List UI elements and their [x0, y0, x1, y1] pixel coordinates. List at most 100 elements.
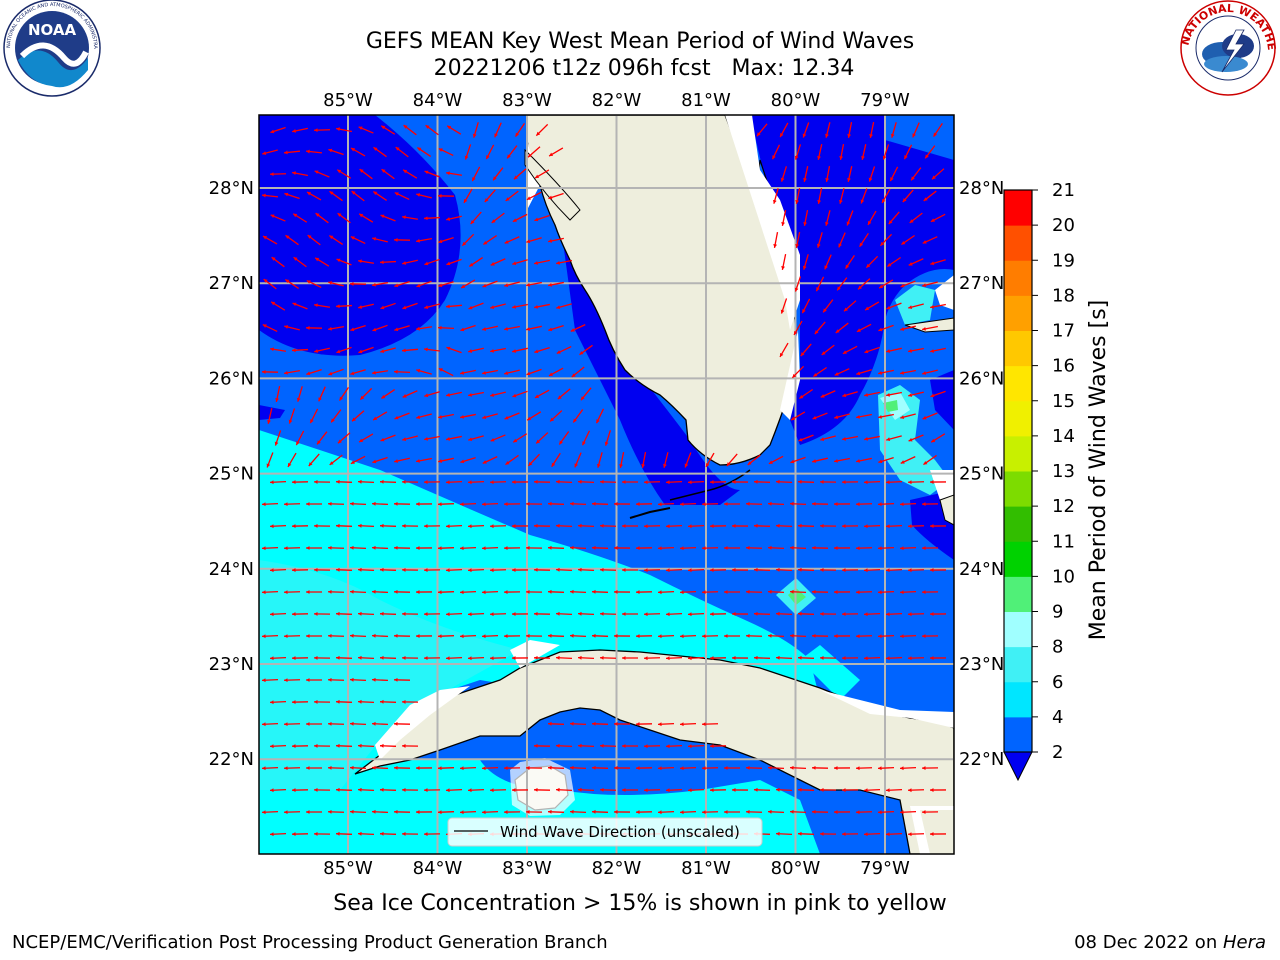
direction-arrow — [415, 590, 433, 594]
direction-arrow — [460, 279, 476, 289]
direction-arrow — [885, 612, 903, 617]
direction-arrow — [329, 454, 343, 466]
direction-arrow — [820, 435, 836, 441]
direction-arrow — [490, 434, 506, 442]
direction-arrow — [291, 700, 309, 705]
direction-arrow — [261, 678, 279, 683]
direction-arrow — [613, 590, 631, 594]
direction-arrow — [569, 589, 587, 594]
direction-arrow — [812, 412, 828, 420]
direction-arrow — [834, 368, 850, 376]
direction-arrow — [577, 743, 595, 748]
title-line-1: GEFS MEAN Key West Mean Period of Wind W… — [365, 29, 915, 54]
direction-arrow — [701, 502, 719, 507]
direction-arrow — [548, 192, 564, 200]
direction-arrow — [797, 523, 815, 528]
direction-arrow — [794, 144, 802, 160]
lat-tick-label: 27°N — [209, 273, 254, 294]
direction-arrow — [309, 408, 319, 424]
direction-arrow — [643, 612, 661, 617]
colorbar-bin — [1004, 435, 1032, 472]
direction-arrow — [908, 391, 924, 397]
direction-arrow — [481, 810, 499, 815]
direction-arrow — [899, 766, 917, 771]
lon-tick-label: 84°W — [413, 90, 463, 111]
lat-tick-label: 26°N — [209, 368, 254, 389]
direction-arrow — [313, 568, 331, 572]
direction-arrow — [922, 281, 938, 287]
direction-arrow — [416, 238, 432, 243]
nws-logo: NATIONAL WEATHER SERVICE — [0, 0, 1278, 96]
direction-arrow — [401, 480, 419, 484]
direction-arrow — [745, 809, 763, 814]
direction-arrow — [900, 280, 916, 288]
direction-arrow — [779, 342, 789, 358]
direction-arrow — [558, 431, 570, 445]
direction-arrow — [767, 501, 785, 506]
direction-arrow — [283, 634, 301, 639]
lon-tick-label: 85°W — [323, 90, 373, 111]
direction-arrow — [350, 455, 366, 465]
direction-arrow — [527, 146, 541, 158]
direction-arrow — [877, 546, 895, 551]
direction-arrow — [468, 391, 484, 397]
direction-arrow — [863, 568, 881, 573]
direction-arrow — [337, 432, 351, 444]
direction-arrow — [351, 190, 365, 202]
direction-arrow — [797, 611, 815, 616]
direction-arrow — [556, 303, 572, 310]
direction-arrow — [402, 302, 418, 310]
direction-arrow — [291, 612, 309, 617]
direction-arrow — [372, 237, 388, 243]
direction-arrow — [503, 766, 521, 770]
direction-arrow — [379, 743, 397, 748]
direction-arrow — [929, 656, 947, 660]
direction-arrow — [657, 502, 675, 507]
direction-arrow — [839, 144, 845, 160]
direction-arrow — [494, 122, 502, 138]
direction-arrow — [314, 170, 330, 178]
direction-arrow — [291, 788, 309, 793]
direction-arrow — [621, 788, 639, 792]
direction-arrow — [504, 325, 520, 331]
direction-arrow — [797, 567, 815, 572]
colorbar-bin — [1004, 576, 1032, 612]
direction-arrow — [379, 523, 397, 528]
direction-arrow — [512, 303, 528, 309]
direction-arrow — [350, 369, 366, 376]
wind-wave-arrows — [261, 122, 947, 837]
lon-tick-label: 82°W — [592, 90, 642, 111]
direction-arrow — [438, 237, 454, 244]
lon-tick-label: 79°W — [860, 90, 910, 111]
direction-arrow — [701, 810, 719, 815]
direction-arrow — [393, 237, 411, 242]
direction-arrow — [467, 524, 485, 529]
direction-arrow — [899, 810, 917, 815]
direction-arrow — [358, 126, 374, 134]
direction-arrow — [922, 369, 938, 375]
direction-arrow — [859, 232, 869, 248]
direction-arrow — [910, 167, 922, 181]
direction-arrow — [357, 479, 375, 484]
direction-arrow — [842, 391, 858, 398]
direction-arrow — [305, 149, 323, 154]
direction-arrow — [305, 634, 323, 638]
period-zone-dark-nw — [259, 115, 461, 356]
direction-arrow — [313, 832, 331, 836]
colorbar-bin — [1004, 190, 1032, 226]
direction-arrow — [569, 809, 587, 814]
direction-arrow — [775, 655, 793, 660]
direction-arrow — [599, 523, 617, 528]
direction-arrow — [459, 546, 477, 551]
direction-arrow — [885, 568, 903, 573]
direction-arrow — [687, 480, 705, 485]
direction-arrow — [372, 282, 388, 287]
direction-arrow — [745, 501, 763, 506]
sea-ice-note: Sea Ice Concentration > 15% is shown in … — [333, 891, 947, 916]
direction-arrow — [460, 324, 476, 332]
direction-arrow — [657, 634, 675, 639]
direction-arrow — [701, 722, 719, 727]
direction-arrow — [929, 568, 947, 572]
lat-tick-label: 22°N — [959, 749, 1004, 770]
direction-arrow — [379, 831, 397, 836]
